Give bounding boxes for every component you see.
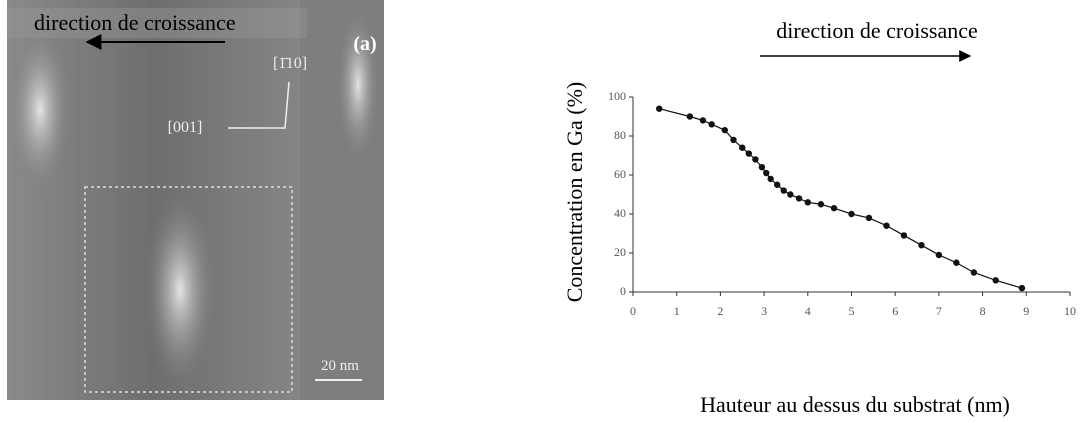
data-point — [686, 113, 694, 120]
direction-label: [1̄10] — [273, 55, 307, 72]
y-tick-label: 60 — [614, 167, 626, 181]
data-point — [730, 136, 737, 144]
data-point — [708, 121, 715, 128]
data-point — [752, 156, 759, 163]
data-point — [848, 210, 855, 218]
data-point — [758, 164, 766, 171]
x-tick-label: 10 — [1064, 304, 1076, 318]
y-tick-label: 20 — [614, 245, 626, 259]
chart: direction de croissance Hauteur au dessu… — [562, 18, 1076, 417]
x-tick-label: 0 — [630, 304, 636, 318]
scale-bar-label: 20 nm — [321, 358, 359, 374]
data-point — [953, 259, 960, 266]
data-point — [804, 199, 811, 206]
x-axis-label: Hauteur au dessus du substrat (nm) — [700, 392, 1010, 417]
y-tick-label: 80 — [614, 128, 626, 142]
data-point — [745, 150, 753, 157]
data-point — [787, 191, 794, 198]
y-tick-label: 40 — [614, 206, 626, 220]
data-point — [774, 181, 781, 188]
data-point — [699, 117, 707, 124]
data-point — [1018, 284, 1026, 292]
data-point — [795, 195, 803, 202]
data-point — [935, 251, 943, 259]
growth-label: direction de croissance — [34, 10, 236, 35]
x-tick-label: 7 — [936, 304, 942, 318]
y-tick-label: 0 — [620, 284, 626, 298]
x-tick-label: 1 — [674, 304, 680, 318]
x-tick-label: 4 — [805, 304, 811, 318]
micrograph: 20 nm [1̄10] [001] (a) direction de croi… — [7, 0, 384, 400]
x-tick-label: 8 — [980, 304, 986, 318]
data-point — [918, 242, 925, 249]
data-point — [739, 144, 746, 151]
data-point — [817, 201, 825, 208]
x-tick-label: 3 — [761, 304, 767, 318]
chart-header: direction de croissance — [776, 18, 978, 43]
y-axis-label: Concentration en Ga (%) — [562, 82, 587, 303]
y-tick-label: 100 — [608, 89, 626, 103]
x-tick-label: 2 — [717, 304, 723, 318]
data-point — [883, 222, 890, 229]
data-point — [767, 175, 774, 183]
x-tick-label: 6 — [892, 304, 898, 318]
data-line — [659, 108, 1023, 289]
data-point — [992, 277, 999, 284]
x-tick-label: 9 — [1023, 304, 1029, 318]
panel-label: (a) — [353, 33, 376, 55]
data-point — [763, 169, 770, 177]
data-point — [970, 269, 978, 276]
data-point — [865, 214, 873, 222]
x-tick-label: 5 — [849, 304, 855, 318]
data-point — [721, 126, 728, 134]
data-point — [830, 204, 838, 212]
data-point — [780, 187, 787, 194]
data-point — [900, 232, 908, 239]
data-point — [656, 105, 663, 112]
direction-label: [001] — [168, 119, 203, 136]
